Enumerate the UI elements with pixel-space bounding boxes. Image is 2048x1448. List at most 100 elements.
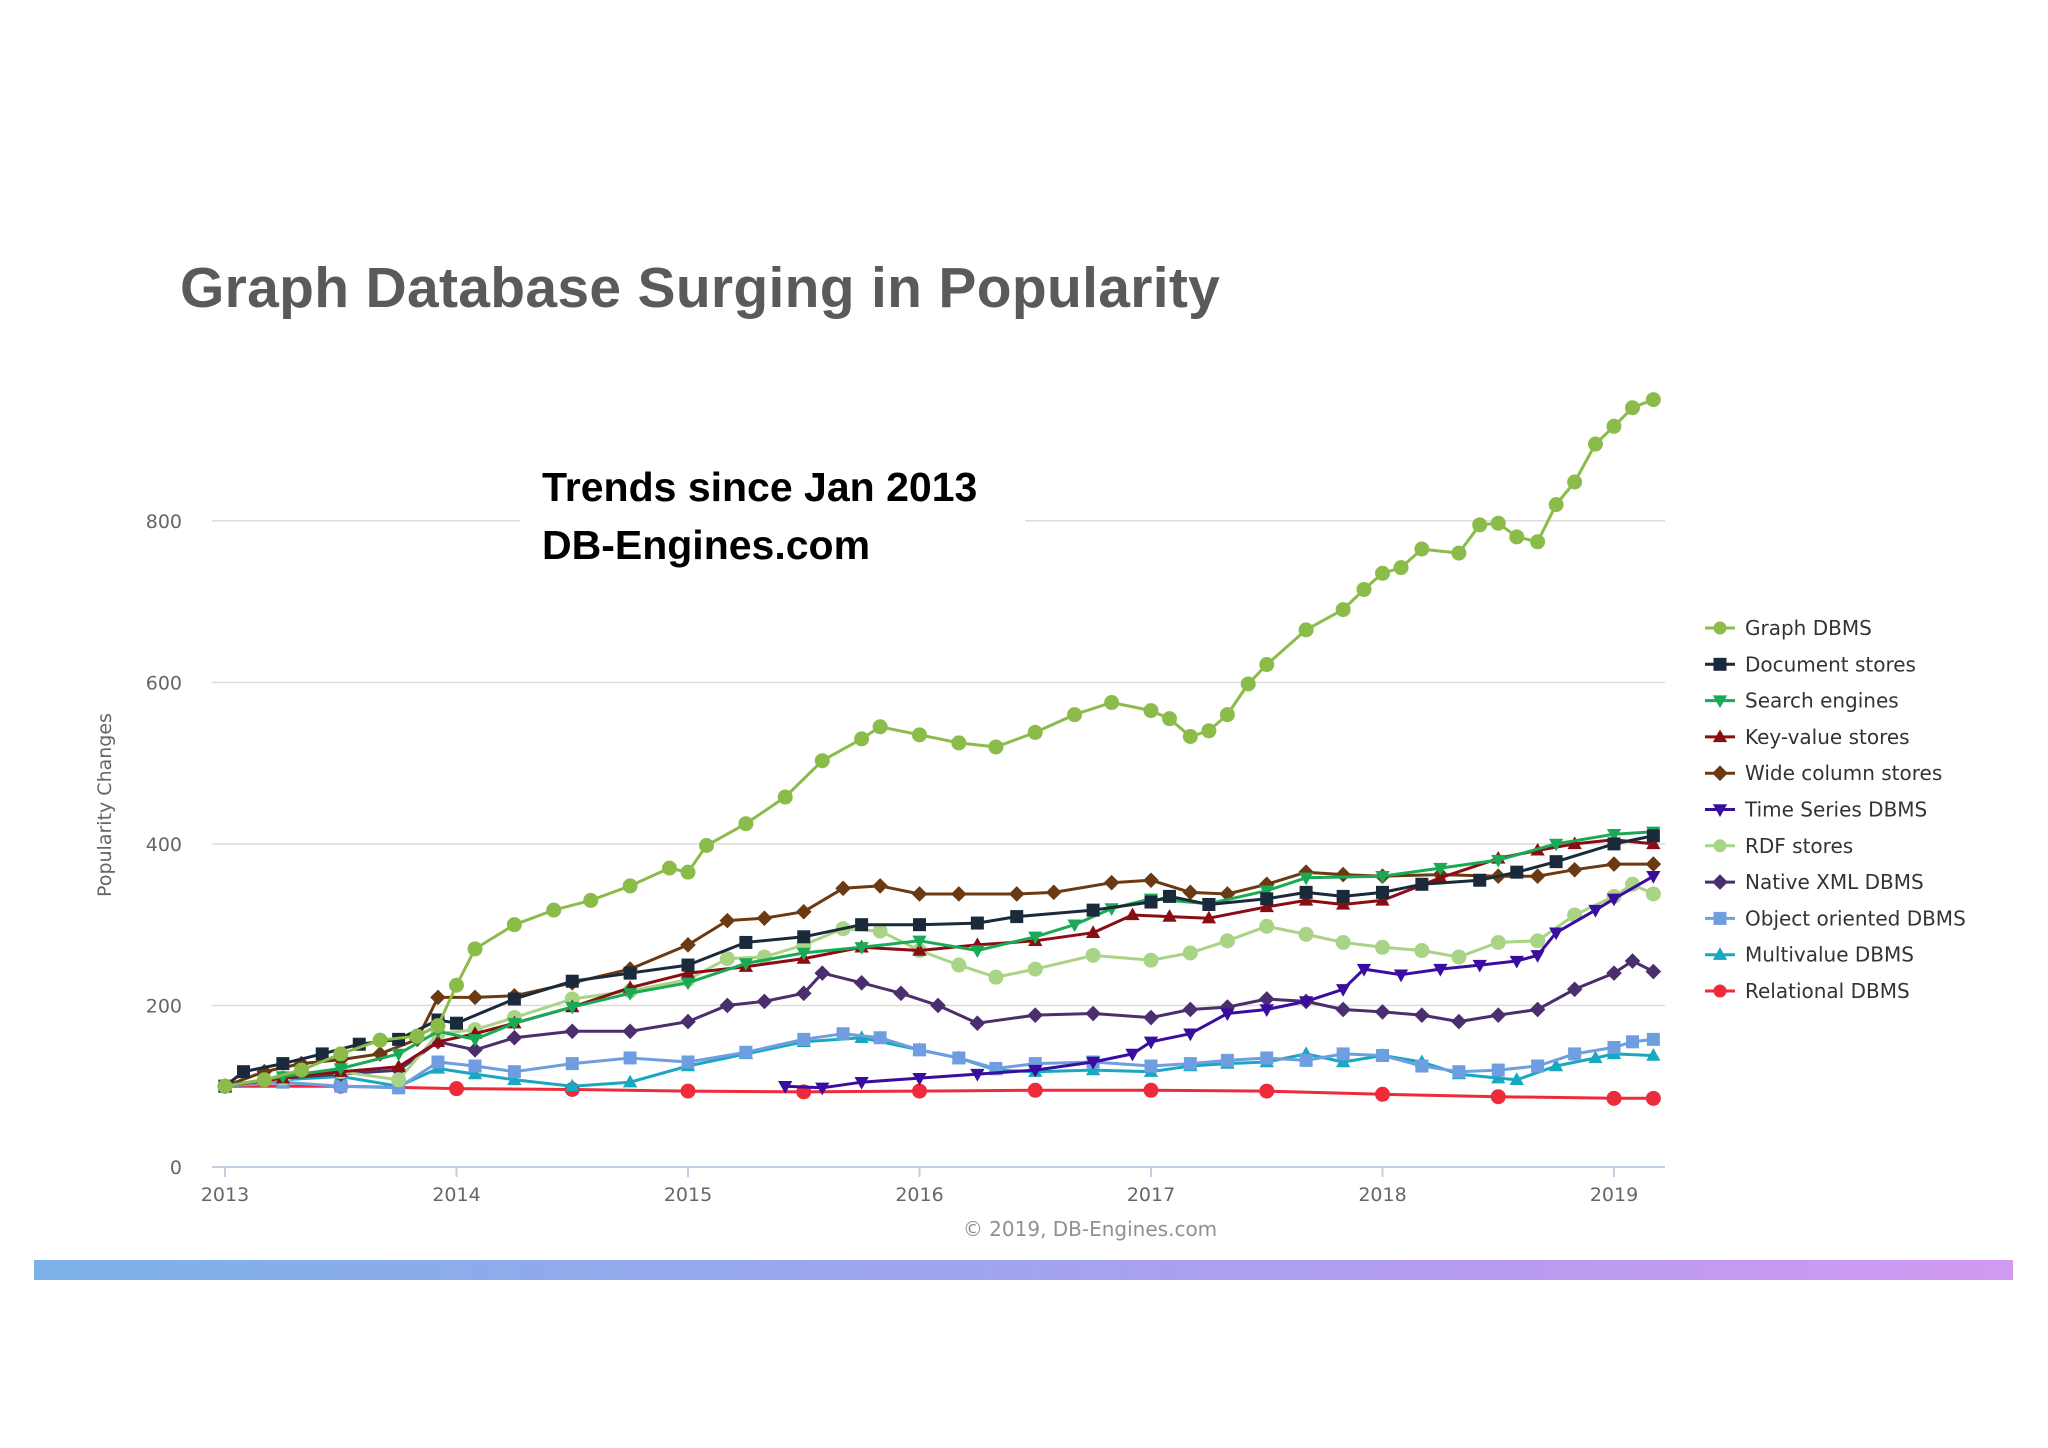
data-point-wide-column-stores — [1645, 856, 1662, 872]
data-point-time-series-dbms — [1220, 1008, 1235, 1021]
data-point-time-series-dbms — [1509, 955, 1524, 969]
data-point-document-stores — [1415, 877, 1429, 891]
data-point-wide-column-stores — [1335, 866, 1351, 883]
data-point-relational-dbms — [1027, 1082, 1043, 1098]
data-point-document-stores — [1336, 889, 1350, 903]
data-point-wide-column-stores — [835, 880, 851, 897]
legend-item-document-stores: Document stores — [1705, 652, 1916, 676]
data-point-graph-dbms — [1067, 707, 1083, 723]
data-point-graph-dbms — [951, 735, 967, 751]
data-point-rdf-stores — [1259, 918, 1275, 934]
data-point-object-oriented-dbms — [1568, 1047, 1582, 1061]
legend-item-search-engines: Search engines — [1705, 689, 1899, 713]
data-point-graph-dbms — [680, 864, 696, 880]
legend-marker — [1712, 729, 1728, 743]
data-point-document-stores — [1163, 889, 1177, 903]
legend-label: Graph DBMS — [1745, 616, 1872, 640]
data-point-graph-dbms — [1490, 515, 1506, 531]
data-point-graph-dbms — [372, 1032, 388, 1048]
data-point-document-stores — [1510, 865, 1524, 879]
data-point-key-value-stores — [680, 965, 696, 979]
data-point-wide-column-stores — [951, 886, 967, 902]
legend-label: Native XML DBMS — [1745, 870, 1924, 894]
data-point-time-series-dbms — [1183, 1028, 1198, 1042]
data-point-key-value-stores — [1646, 836, 1661, 850]
data-point-object-oriented-dbms — [334, 1079, 348, 1093]
data-point-document-stores — [1086, 903, 1100, 917]
data-point-object-oriented-dbms — [873, 1031, 887, 1045]
data-point-graph-dbms — [1201, 723, 1217, 739]
data-point-graph-dbms — [449, 977, 464, 993]
data-point-object-oriented-dbms — [1452, 1065, 1466, 1079]
legend-label: Object oriented DBMS — [1745, 906, 1966, 930]
data-point-relational-dbms — [1490, 1089, 1506, 1105]
data-point-graph-dbms — [1356, 581, 1372, 597]
data-point-search-engines — [1259, 885, 1274, 899]
data-point-search-engines — [738, 958, 754, 971]
data-point-key-value-stores — [1567, 836, 1582, 850]
data-point-graph-dbms — [1472, 517, 1488, 533]
data-point-multivalue-dbms — [1548, 1058, 1564, 1072]
data-point-wide-column-stores — [1529, 868, 1546, 884]
data-point-multivalue-dbms — [1588, 1050, 1603, 1064]
data-point-object-oriented-dbms — [739, 1045, 753, 1059]
data-point-graph-dbms — [1414, 541, 1430, 557]
data-point-graph-dbms — [506, 917, 522, 933]
data-point-native-xml-dbms — [506, 1029, 523, 1046]
data-point-object-oriented-dbms — [913, 1043, 926, 1057]
data-point-object-oriented-dbms — [1607, 1040, 1621, 1054]
legend-label: Search engines — [1745, 689, 1899, 713]
data-point-relational-dbms — [1645, 1090, 1661, 1106]
data-point-key-value-stores — [1201, 910, 1217, 924]
legend-item-graph-dbms: Graph DBMS — [1705, 616, 1872, 640]
data-point-multivalue-dbms — [1491, 1070, 1506, 1084]
chart-credit: © 2019, DB-Engines.com — [963, 1217, 1217, 1241]
data-point-document-stores — [450, 1016, 463, 1030]
data-point-graph-dbms — [256, 1072, 272, 1088]
data-point-search-engines — [1491, 854, 1506, 868]
data-point-object-oriented-dbms — [1491, 1063, 1505, 1077]
data-point-wide-column-stores — [795, 903, 812, 920]
data-point-time-series-dbms — [854, 1076, 869, 1090]
legend-marker — [1712, 695, 1728, 709]
data-point-search-engines — [565, 1001, 580, 1015]
data-point-search-engines — [507, 1018, 522, 1031]
data-point-native-xml-dbms — [893, 985, 909, 1002]
series-relational-dbms — [217, 1078, 1661, 1106]
data-point-wide-column-stores — [1103, 874, 1120, 891]
data-point-wide-column-stores — [1008, 886, 1025, 902]
data-point-wide-column-stores — [1182, 884, 1199, 901]
data-point-native-xml-dbms — [1182, 1001, 1199, 1018]
data-point-key-value-stores — [1259, 899, 1274, 913]
data-point-wide-column-stores — [1045, 884, 1062, 901]
data-point-native-xml-dbms — [1645, 963, 1662, 980]
data-point-rdf-stores — [1182, 945, 1198, 961]
data-point-time-series-dbms — [1433, 963, 1448, 977]
legend-marker — [1712, 765, 1728, 781]
data-point-graph-dbms — [1259, 657, 1275, 673]
data-point-document-stores — [855, 918, 869, 932]
data-point-document-stores — [507, 992, 521, 1006]
x-tick-label: 2017 — [1127, 1184, 1175, 1206]
data-point-native-xml-dbms — [969, 1015, 986, 1032]
data-point-object-oriented-dbms — [1376, 1049, 1389, 1063]
data-point-native-xml-dbms — [814, 965, 831, 981]
data-point-relational-dbms — [912, 1083, 927, 1099]
data-point-graph-dbms — [1606, 418, 1622, 434]
data-point-graph-dbms — [854, 731, 870, 747]
legend-marker — [1713, 839, 1727, 853]
data-point-document-stores — [913, 918, 926, 932]
data-point-graph-dbms — [1451, 545, 1467, 561]
data-point-graph-dbms — [661, 860, 677, 876]
accent-bar — [34, 1260, 2013, 1280]
data-point-document-stores — [1010, 910, 1024, 924]
x-tick-label: 2018 — [1358, 1184, 1406, 1206]
data-point-native-xml-dbms — [756, 993, 773, 1010]
data-point-rdf-stores — [1219, 933, 1235, 949]
data-point-graph-dbms — [912, 727, 927, 743]
data-point-document-stores — [1144, 895, 1158, 909]
data-point-relational-dbms — [1606, 1090, 1622, 1106]
data-point-native-xml-dbms — [795, 985, 812, 1002]
series-time-series-dbms — [778, 871, 1661, 1096]
data-point-native-xml-dbms — [467, 1042, 483, 1058]
